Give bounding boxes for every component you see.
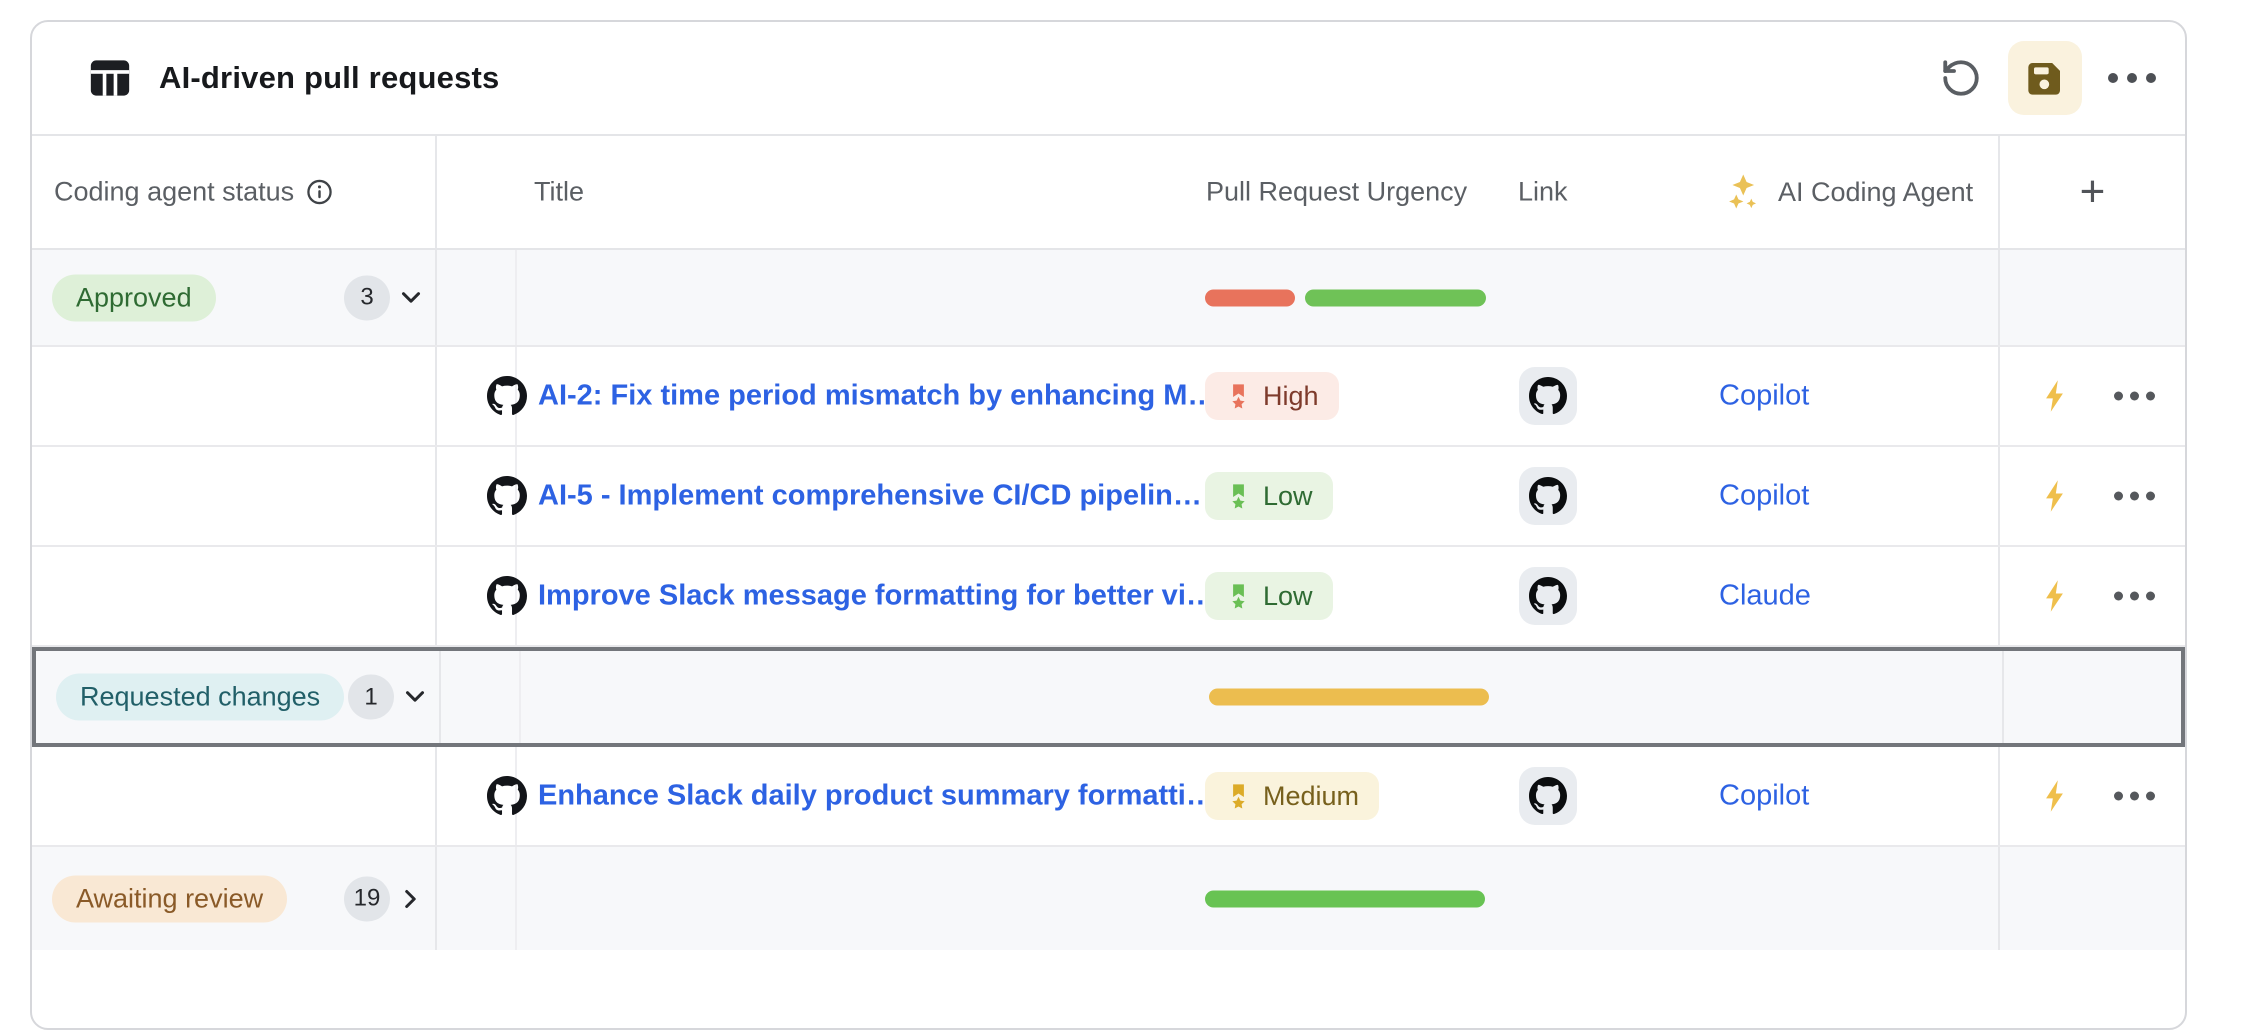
- table-row: Enhance Slack daily product summary form…: [32, 747, 2185, 847]
- table-row: AI-5 - Implement comprehensive CI/CD pip…: [32, 447, 2185, 547]
- summary-bar: [1305, 289, 1486, 306]
- urgency-label: High: [1263, 380, 1319, 411]
- table-icon: [87, 55, 133, 101]
- table-row: AI-2: Fix time period mismatch by enhanc…: [32, 347, 2185, 447]
- group-status-pill: Approved: [52, 274, 216, 321]
- column-header-title: Title: [534, 176, 585, 207]
- automation-bolt-button[interactable]: [2038, 578, 2074, 614]
- add-column-button[interactable]: +: [2079, 167, 2106, 216]
- toolbar: [1940, 22, 2156, 134]
- summary-bar: [1209, 688, 1489, 706]
- urgency-summary-bars: [1205, 890, 1485, 907]
- row-menu-button[interactable]: [2114, 391, 2155, 401]
- column-header-row: Coding agent status Title Pull Request U…: [32, 136, 2185, 250]
- urgency-badge[interactable]: Low: [1205, 572, 1333, 620]
- medal-icon: [1225, 383, 1252, 410]
- row-menu-button[interactable]: [2114, 791, 2155, 801]
- chevron-right-icon[interactable]: [396, 884, 426, 914]
- agent-link[interactable]: Copilot: [1719, 779, 1810, 812]
- column-header-link: Link: [1518, 176, 1568, 207]
- automation-bolt-button[interactable]: [2038, 778, 2074, 814]
- github-icon: [487, 576, 527, 616]
- table-body: Approved 3 AI-2: Fix time period mismatc…: [32, 250, 2185, 950]
- pr-title-link[interactable]: Enhance Slack daily product summary form…: [538, 779, 1215, 812]
- pr-title-link[interactable]: AI-2: Fix time period mismatch by enhanc…: [538, 379, 1217, 412]
- github-link-button[interactable]: [1519, 567, 1577, 625]
- floppy-icon: [2028, 63, 2060, 95]
- automation-bolt-button[interactable]: [2038, 378, 2074, 414]
- group-count-badge: 19: [344, 876, 390, 921]
- agent-link[interactable]: Copilot: [1719, 379, 1810, 412]
- table-row: Improve Slack message formatting for bet…: [32, 547, 2185, 647]
- urgency-badge[interactable]: Low: [1205, 472, 1333, 520]
- column-header-urgency: Pull Request Urgency: [1206, 176, 1468, 207]
- title-bar: AI-driven pull requests: [32, 22, 2185, 136]
- github-link-button[interactable]: [1519, 367, 1577, 425]
- github-icon: [487, 776, 527, 816]
- urgency-label: Medium: [1263, 780, 1360, 811]
- pull-requests-table-card: AI-driven pull requests Coding agent sta…: [30, 20, 2187, 1030]
- undo-button[interactable]: [1940, 57, 1982, 99]
- row-menu-button[interactable]: [2114, 491, 2155, 501]
- summary-bar: [1205, 890, 1485, 907]
- group-status-pill: Awaiting review: [52, 875, 288, 922]
- pr-title-link[interactable]: Improve Slack message formatting for bet…: [538, 579, 1215, 612]
- github-link-button[interactable]: [1519, 767, 1577, 825]
- github-link-button[interactable]: [1519, 467, 1577, 525]
- group-count-badge: 3: [344, 275, 390, 320]
- chevron-down-icon[interactable]: [396, 283, 426, 313]
- group-row-awaiting-review[interactable]: Awaiting review 19: [32, 847, 2185, 950]
- sparkles-icon: [1724, 171, 1766, 213]
- medal-icon: [1225, 583, 1252, 610]
- pr-title-link[interactable]: AI-5 - Implement comprehensive CI/CD pip…: [538, 479, 1202, 512]
- urgency-label: Low: [1263, 480, 1313, 511]
- urgency-label: Low: [1263, 580, 1313, 611]
- agent-link[interactable]: Copilot: [1719, 479, 1810, 512]
- page-title: AI-driven pull requests: [159, 60, 500, 95]
- github-icon: [487, 476, 527, 516]
- github-icon: [487, 376, 527, 416]
- summary-bar: [1205, 289, 1295, 306]
- urgency-summary-bars: [1205, 289, 1486, 306]
- more-options-button[interactable]: [2108, 73, 2156, 83]
- medal-icon: [1225, 783, 1252, 810]
- urgency-badge[interactable]: High: [1205, 372, 1339, 420]
- column-header-agent: AI Coding Agent: [1724, 171, 1973, 213]
- group-count-badge: 1: [348, 674, 394, 720]
- group-row-approved[interactable]: Approved 3: [32, 250, 2185, 347]
- chevron-down-icon[interactable]: [400, 682, 430, 712]
- urgency-summary-bars: [1209, 688, 1489, 706]
- automation-bolt-button[interactable]: [2038, 478, 2074, 514]
- info-icon[interactable]: [306, 179, 333, 206]
- column-header-status: Coding agent status: [54, 177, 333, 208]
- row-menu-button[interactable]: [2114, 591, 2155, 601]
- save-button[interactable]: [2008, 41, 2082, 115]
- group-row-requested-changes[interactable]: Requested changes 1: [32, 647, 2185, 747]
- medal-icon: [1225, 483, 1252, 510]
- agent-link[interactable]: Claude: [1719, 579, 1811, 612]
- group-status-pill: Requested changes: [56, 673, 345, 721]
- urgency-badge[interactable]: Medium: [1205, 772, 1380, 820]
